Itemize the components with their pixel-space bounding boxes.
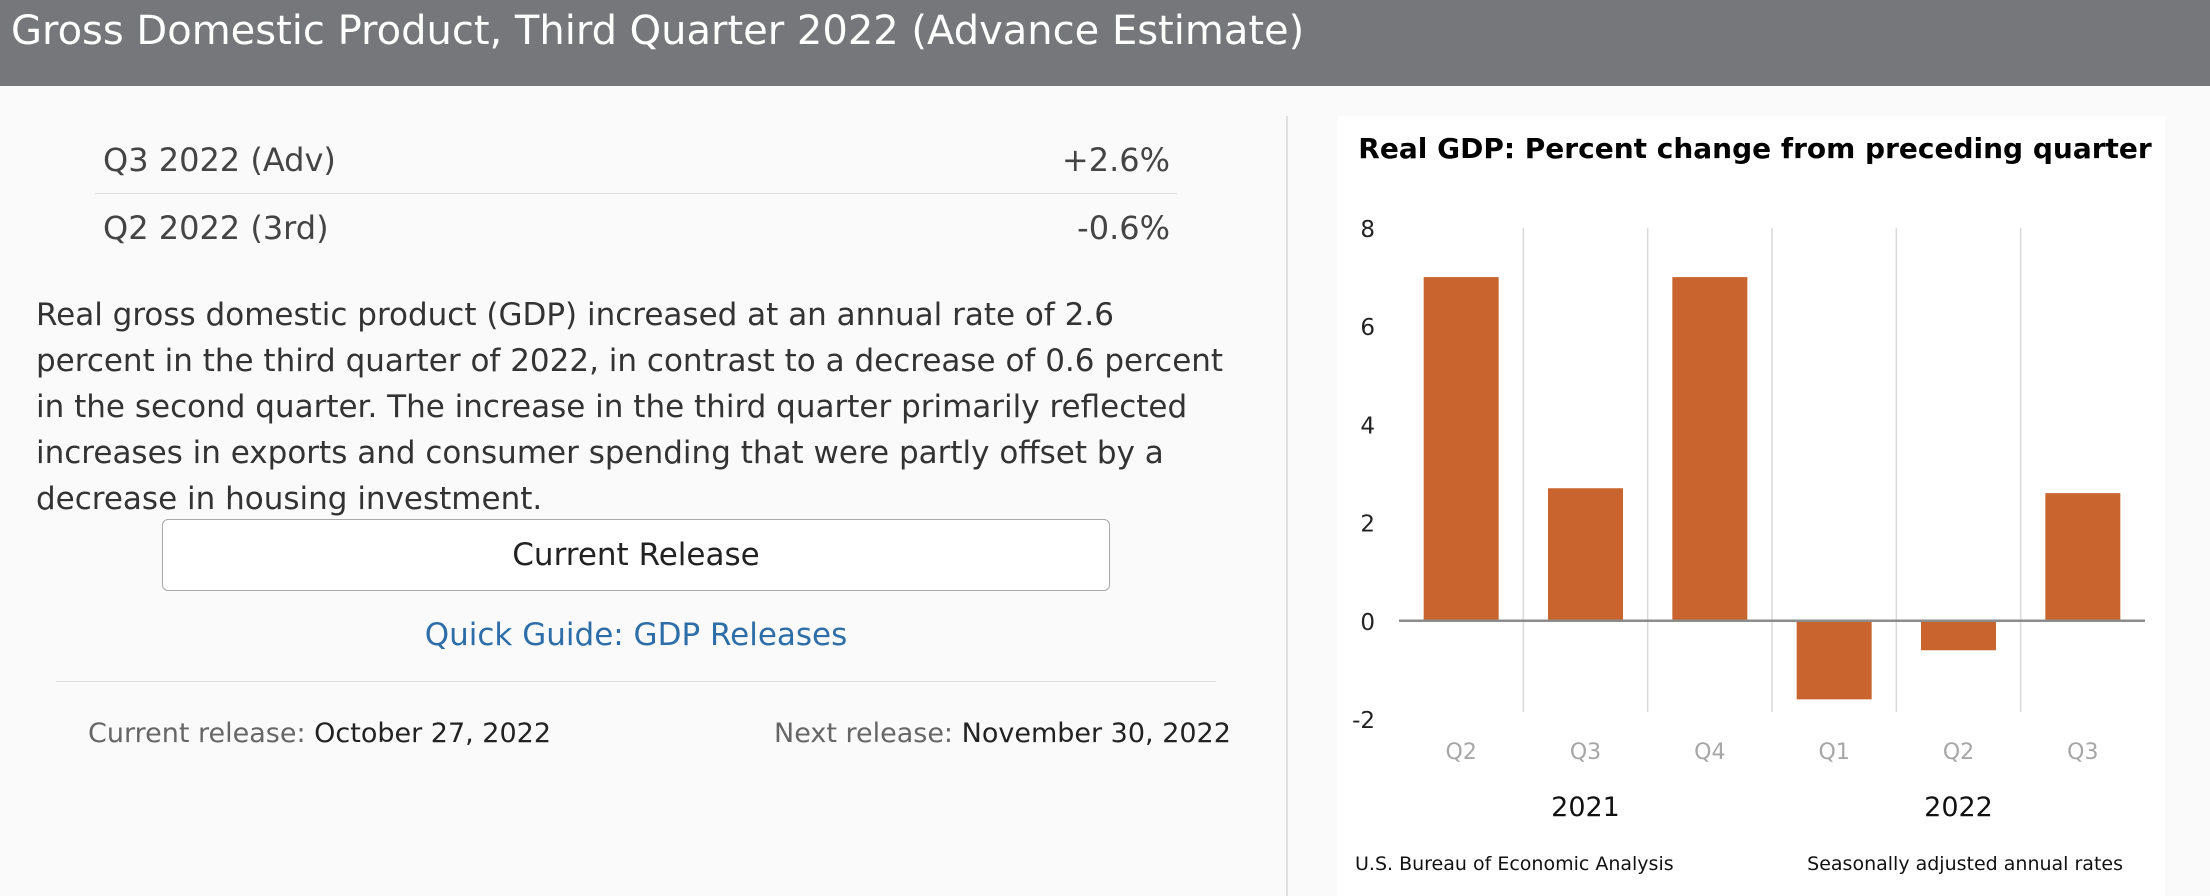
y-tick-label: 8 [1360, 217, 1375, 243]
y-tick-label: 6 [1360, 315, 1375, 341]
bar-3 [1796, 620, 1872, 700]
page-header: Gross Domestic Product, Third Quarter 20… [0, 0, 2210, 86]
x-tick-label: Q4 [1694, 740, 1725, 765]
chart-source-note: U.S. Bureau of Economic Analysis [1355, 853, 1674, 875]
next-release-label: Next release: [774, 718, 954, 749]
bar-5 [2045, 493, 2121, 621]
next-release-date: Next release: November 30, 2022 [774, 714, 1231, 754]
bar-4 [1921, 620, 1996, 651]
y-tick-label: 2 [1360, 512, 1375, 538]
estimates-table: Q3 2022 (Adv) +2.6% Q2 2022 (3rd) -0.6% [95, 126, 1177, 262]
current-release-date: Current release: October 27, 2022 [88, 714, 551, 754]
bar-1 [1548, 488, 1623, 621]
next-release-value: November 30, 2022 [961, 718, 1231, 749]
y-tick-label: 4 [1360, 413, 1375, 439]
gdp-summary-text: Real gross domestic product (GDP) increa… [36, 297, 1224, 517]
year-group-label: 2022 [1924, 792, 1993, 823]
y-tick-label: 0 [1360, 610, 1375, 636]
bar-0 [1423, 277, 1499, 621]
y-tick-label: -2 [1352, 708, 1375, 734]
bar-2 [1672, 277, 1748, 621]
estimate-row-q2: Q2 2022 (3rd) -0.6% [95, 194, 1177, 262]
estimate-label: Q3 2022 (Adv) [103, 140, 336, 179]
year-group-label: 2021 [1551, 792, 1620, 823]
quick-guide-link[interactable]: Quick Guide: GDP Releases [424, 617, 848, 653]
chart-rate-note: Seasonally adjusted annual rates [1807, 853, 2123, 875]
estimate-value: -0.6% [1077, 209, 1170, 247]
gdp-bar-chart: Real GDP: Percent change from preceding … [1352, 132, 2152, 875]
section-divider [56, 681, 1216, 682]
current-release-label: Current release: [88, 718, 306, 749]
estimate-row-q3: Q3 2022 (Adv) +2.6% [95, 126, 1177, 194]
gdp-chart-panel: Real GDP: Percent change from preceding … [1337, 116, 2165, 896]
estimate-label: Q2 2022 (3rd) [103, 209, 329, 247]
chart-title: Real GDP: Percent change from preceding … [1358, 132, 2152, 165]
x-tick-label: Q2 [1943, 740, 1974, 765]
x-tick-label: Q3 [1570, 740, 1601, 765]
current-release-button[interactable]: Current Release [162, 519, 1110, 591]
column-separator [1286, 116, 1288, 896]
estimate-value: +2.6% [1061, 140, 1170, 179]
x-tick-label: Q2 [1446, 740, 1477, 765]
x-tick-label: Q3 [2067, 740, 2098, 765]
x-tick-label: Q1 [1819, 740, 1850, 765]
page-title: Gross Domestic Product, Third Quarter 20… [11, 8, 1305, 54]
current-release-value: October 27, 2022 [314, 718, 552, 749]
